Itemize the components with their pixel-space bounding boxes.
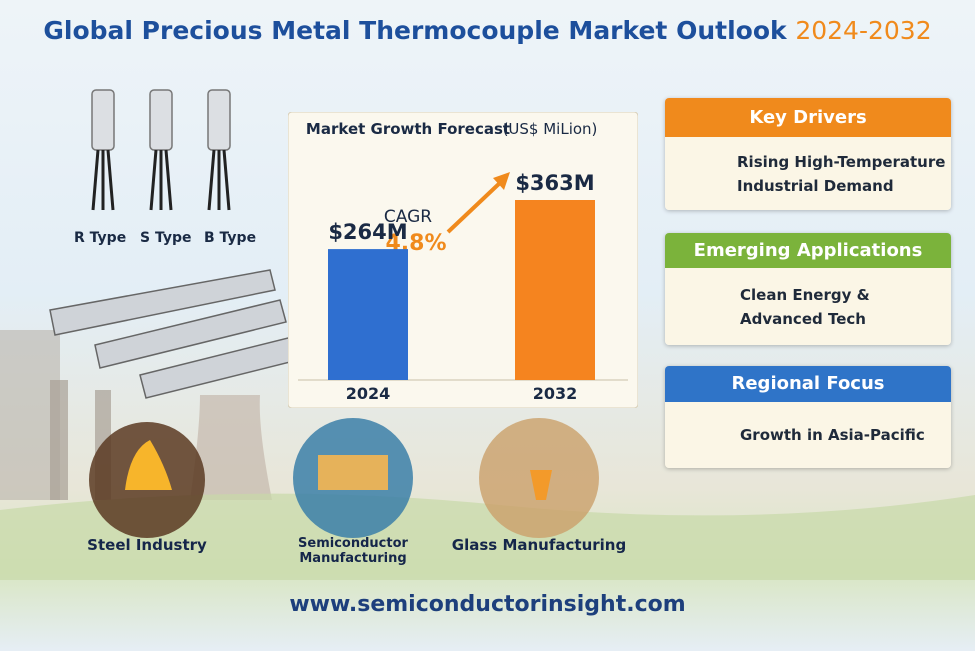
type-label: B Type [204,230,257,246]
x-tick-label: 2024 [346,384,391,403]
panel-body: Growth in Asia-Pacific [665,402,951,468]
value-label: $264M [328,220,407,244]
panel-text: Rising High-Temperature Industrial Demand [737,153,945,195]
growth-arrow [446,178,505,234]
type-label: S Type [140,230,192,246]
bar [515,200,595,380]
panel-line: Rising High-Temperature [737,152,946,171]
page-title: Global Precious Metal Thermocouple Marke… [0,16,975,45]
type-label: R Type [74,230,127,246]
key-drivers-panel: Key Drivers Rising High-Temperature Indus… [665,98,951,210]
industry-label: Semiconductor Manufacturing [298,536,408,566]
emerging-panel: Emerging Applications Clean Energy & Adva… [665,233,951,345]
x-tick-label: 2032 [533,384,578,403]
industry-label: Steel Industry [87,536,207,554]
panel-line: Advanced Tech [740,309,866,328]
bar-chart: Market Growth Forecast (US$ MiLion) CAGR… [288,112,638,408]
panel-line: Clean Energy & [740,285,870,304]
panel-line: Growth in Asia-Pacific [740,426,925,444]
panel-body: Rising High-Temperature Industrial Demand [665,137,951,210]
panel-line: Industrial Demand [737,176,894,195]
panel-title: Key Drivers [665,98,951,137]
cagr-label: CAGR [384,207,432,227]
panel-title: Emerging Applications [665,233,951,268]
title-years: 2024-2032 [795,16,932,45]
footer-url: www.semiconductorinsight.com [289,592,686,617]
panel-title: Regional Focus [665,366,951,402]
title-text: Global Precious Metal Thermocouple Marke… [43,16,787,45]
value-label: $363M [515,171,594,195]
panel-body: Clean Energy & Advanced Tech [665,268,951,345]
arrow-head [493,172,510,190]
panel-text: Clean Energy & Advanced Tech [740,286,870,328]
bar [328,249,408,380]
regional-panel: Regional Focus Growth in Asia-Pacific [665,366,951,468]
chart-subtitle: (US$ MiLion) [503,120,598,138]
chart-title: Market Growth Forecast [306,120,510,138]
industry-label: Glass Manufacturing [451,536,627,554]
